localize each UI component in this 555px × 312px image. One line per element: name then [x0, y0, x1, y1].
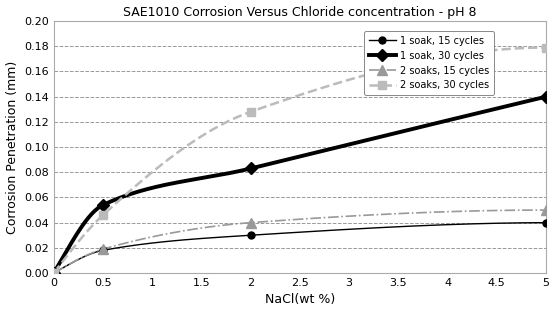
- Legend: 1 soak, 15 cycles, 1 soak, 30 cycles, 2 soaks, 15 cycles, 2 soaks, 30 cycles: 1 soak, 15 cycles, 1 soak, 30 cycles, 2 …: [364, 31, 494, 95]
- Y-axis label: Corrosion Penetration (mm): Corrosion Penetration (mm): [6, 61, 18, 234]
- X-axis label: NaCl(wt %): NaCl(wt %): [265, 294, 335, 306]
- Title: SAE1010 Corrosion Versus Chloride concentration - pH 8: SAE1010 Corrosion Versus Chloride concen…: [123, 6, 477, 18]
